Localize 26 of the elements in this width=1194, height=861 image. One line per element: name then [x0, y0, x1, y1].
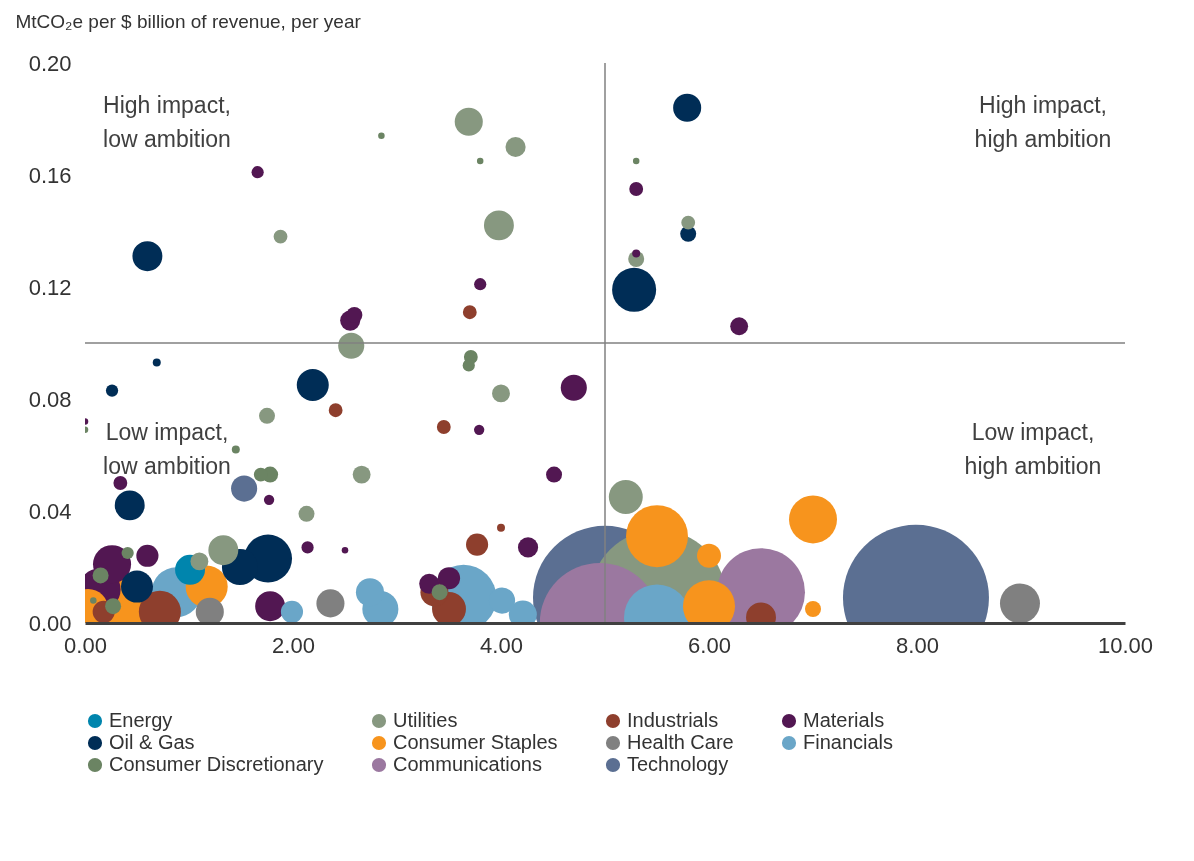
- x-tick-label: 6.00: [688, 632, 731, 658]
- legend-label: Utilities: [393, 709, 458, 731]
- x-tick-label: 10.00: [1097, 632, 1154, 658]
- annotation: High impact, high ambition: [974, 92, 1112, 152]
- legend-label: Health Care: [627, 731, 734, 753]
- legend-label: Consumer Discretionary: [109, 753, 324, 775]
- annotation: Low impact, low ambition: [103, 419, 231, 479]
- y-tick-label: 0.04: [28, 498, 72, 524]
- legend-label: Consumer Staples: [393, 731, 558, 753]
- legend-label: Financials: [803, 731, 894, 753]
- x-tick-label: 8.00: [896, 632, 939, 658]
- x-tick-label: 2.00: [272, 632, 315, 658]
- legend-label: Communications: [393, 753, 542, 775]
- annotation: Low impact, high ambition: [964, 419, 1102, 479]
- legend-label: Materials: [803, 709, 885, 731]
- legend-label: Technology: [627, 753, 729, 775]
- legend-label: Oil & Gas: [109, 731, 195, 753]
- legend-label: Energy: [109, 709, 173, 731]
- annotation: High impact, low ambition: [103, 92, 231, 152]
- y-tick-label: 0.16: [28, 162, 72, 188]
- x-tick-label: 4.00: [480, 632, 523, 658]
- y-tick-label: 0.12: [28, 274, 72, 300]
- y-tick-label: 0.20: [28, 50, 72, 76]
- y-tick-label: 0.08: [28, 386, 72, 412]
- legend-label: Industrials: [627, 709, 719, 731]
- y-axis-title: MtCO₂e per $ billion of revenue, per year: [15, 10, 362, 32]
